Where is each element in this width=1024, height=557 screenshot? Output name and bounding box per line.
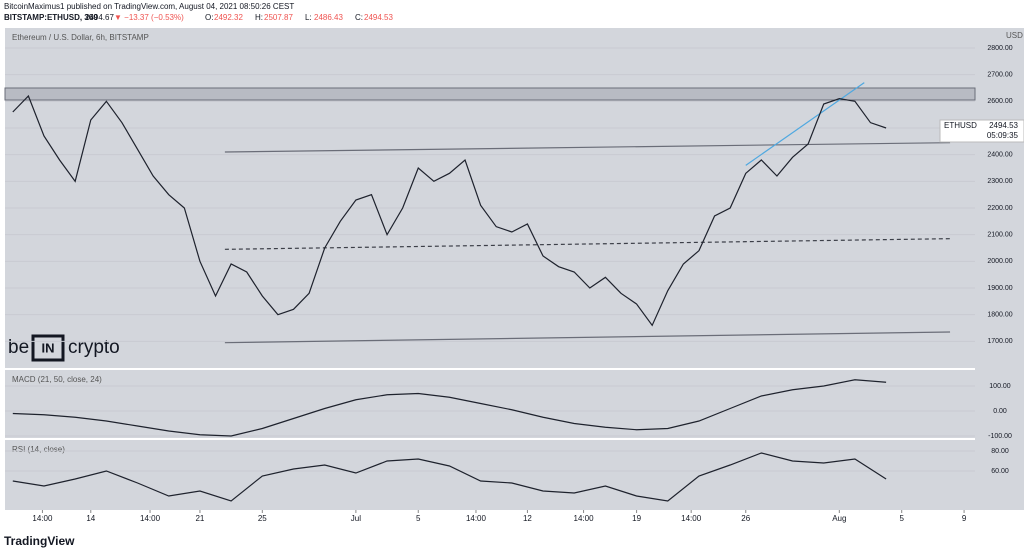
trendline [224, 142, 951, 153]
y-tick-label: 60.00 [991, 468, 1009, 475]
x-tick-label: Jul [351, 514, 361, 523]
x-tick-label: 25 [258, 514, 267, 523]
price-label-symbol: ETHUSD [944, 121, 977, 130]
y-tick-label: 2200.00 [987, 205, 1012, 212]
publish-info: BitcoinMaximus1 published on TradingView… [4, 2, 294, 11]
x-tick-label: 14:00 [466, 514, 487, 523]
y-tick-label: 2300.00 [987, 178, 1012, 185]
chart-title: Ethereum / U.S. Dollar, 6h, BITSTAMP [12, 33, 149, 42]
y-tick-label: 2400.00 [987, 152, 1012, 159]
footer-brand: TradingView [4, 534, 75, 548]
ohlc-value: 2486.43 [314, 13, 343, 22]
ohlc-key: H: [255, 13, 263, 22]
y-tick-label: 2800.00 [987, 45, 1012, 52]
y-tick-label: 1900.00 [987, 285, 1012, 292]
x-tick-label: 14:00 [681, 514, 702, 523]
x-tick-label: 5 [416, 514, 421, 523]
logo-in: IN [42, 340, 55, 355]
ohlc-key: L: [305, 13, 312, 22]
x-tick-label: 26 [741, 514, 750, 523]
x-tick-label: Aug [832, 514, 846, 523]
ohlc-value: 2492.32 [214, 13, 243, 22]
ohlc-value: 2494.53 [364, 13, 393, 22]
x-tick-label: 14:00 [140, 514, 161, 523]
macd-title: MACD (21, 50, close, 24) [12, 375, 102, 384]
y-tick-label: 2100.00 [987, 232, 1012, 239]
x-tick-label: 14:00 [574, 514, 595, 523]
macd-pane [5, 370, 975, 438]
resistance-zone [4, 87, 976, 101]
ohlc-value: 2507.87 [264, 13, 293, 22]
y-tick-label: 2700.00 [987, 72, 1012, 79]
trendline [224, 238, 951, 250]
logo-crypto: crypto [68, 337, 120, 358]
rsi-pane [5, 440, 975, 510]
x-tick-label: 14 [86, 514, 95, 523]
trendline [745, 82, 865, 166]
y-tick-label: 100.00 [989, 383, 1011, 390]
main-pane [5, 28, 975, 368]
trendline [224, 331, 951, 344]
y-tick-label: -100.00 [988, 433, 1012, 440]
y-tick-label: 0.00 [993, 408, 1007, 415]
unit: USD [1006, 31, 1023, 40]
price-axis [975, 28, 1024, 510]
price-line [12, 94, 887, 327]
x-tick-label: 21 [195, 514, 204, 523]
logo-be: be [8, 337, 29, 358]
y-tick-label: 2600.00 [987, 98, 1012, 105]
x-tick-label: 14:00 [32, 514, 53, 523]
symbol: BITSTAMP:ETHUSD, 360 [4, 13, 98, 22]
change: ▼ −13.37 (−0.53%) [114, 13, 184, 22]
price-line [12, 379, 887, 437]
ohlc-key: C: [355, 13, 363, 22]
x-tick-label: 9 [962, 514, 967, 523]
x-tick-label: 12 [523, 514, 532, 523]
y-tick-label: 1800.00 [987, 312, 1012, 319]
logo-box [31, 334, 65, 362]
x-tick-label: 19 [632, 514, 641, 523]
price-line [12, 452, 887, 502]
price-label-box [939, 119, 1024, 143]
y-tick-label: 1700.00 [987, 338, 1012, 345]
ohlc-key: O: [205, 13, 213, 22]
rsi-title: RSI (14, close) [12, 445, 65, 454]
y-tick-label: 80.00 [991, 448, 1009, 455]
y-tick-label: 2000.00 [987, 258, 1012, 265]
last-price: 2494.67 [85, 13, 114, 22]
x-tick-label: 5 [899, 514, 904, 523]
price-label-countdown: 05:09:35 [987, 131, 1019, 140]
price-label-price: 2494.53 [989, 121, 1018, 130]
